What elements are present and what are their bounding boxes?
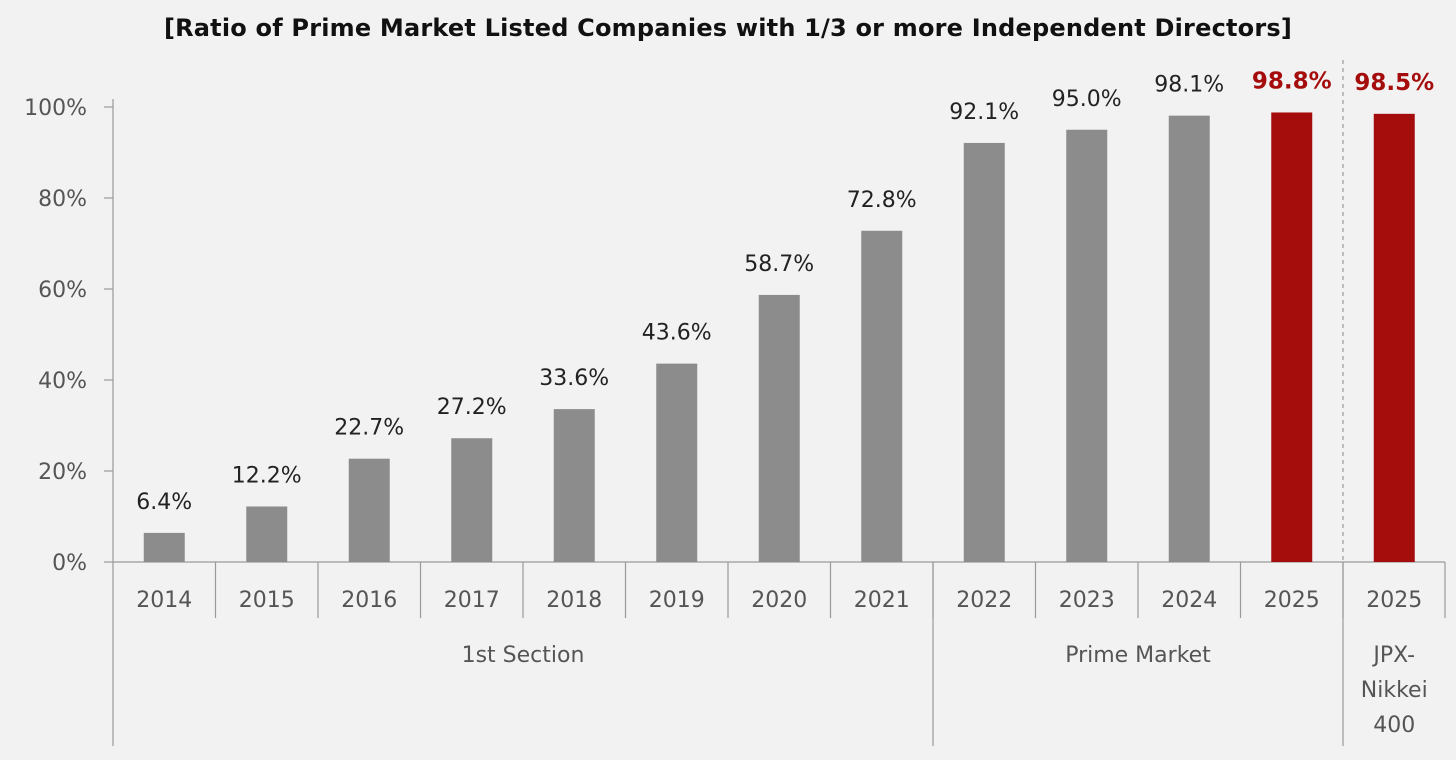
bar-value-label: 58.7% <box>744 252 814 277</box>
bar-value-label: 22.7% <box>334 416 404 441</box>
bar-2022 <box>963 142 1005 562</box>
bar-2014 <box>143 532 185 562</box>
bar-2025-highlight <box>1271 112 1313 563</box>
x-tick-label: 2022 <box>956 588 1012 613</box>
bar-value-label: 98.1% <box>1154 73 1224 98</box>
y-tick-label: 40% <box>38 369 87 394</box>
x-tick-label: 2014 <box>136 588 192 613</box>
bar-value-label: 6.4% <box>136 490 192 515</box>
bar-value-label: 43.6% <box>642 321 712 346</box>
y-tick-label: 80% <box>38 187 87 212</box>
group-label: 400 <box>1373 713 1415 738</box>
x-tick-label: 2025 <box>1264 588 1320 613</box>
y-tick-label: 100% <box>24 96 87 121</box>
x-tick-label: 2020 <box>751 588 807 613</box>
y-tick-label: 60% <box>38 278 87 303</box>
bar-value-label: 98.5% <box>1354 70 1434 96</box>
y-tick-label: 0% <box>52 551 87 576</box>
bar-value-label: 72.8% <box>847 188 917 213</box>
x-tick-label: 2018 <box>546 588 602 613</box>
x-tick-label: 2019 <box>649 588 705 613</box>
group-label: Nikkei <box>1361 678 1428 703</box>
bar-value-label: 98.8% <box>1252 68 1332 94</box>
group-label: JPX- <box>1371 643 1415 668</box>
bar-2018 <box>553 409 595 562</box>
x-tick-label: 2023 <box>1059 588 1115 613</box>
bar-2021 <box>861 230 903 562</box>
group-label: 1st Section <box>462 643 585 668</box>
bar-value-label: 92.1% <box>949 100 1019 125</box>
bar-2023 <box>1066 129 1108 562</box>
x-tick-label: 2024 <box>1161 588 1217 613</box>
bar-2015 <box>246 506 288 562</box>
bar-2017 <box>451 438 493 562</box>
chart-title: [Ratio of Prime Market Listed Companies … <box>163 14 1293 42</box>
x-tick-label: 2025 <box>1366 588 1422 613</box>
x-tick-label: 2017 <box>444 588 500 613</box>
bar-2024 <box>1168 115 1210 563</box>
bar-2020 <box>758 294 800 562</box>
bar-2019 <box>656 363 698 562</box>
bar-value-label: 33.6% <box>539 366 609 391</box>
x-tick-label: 2021 <box>854 588 910 613</box>
x-tick-label: 2016 <box>341 588 397 613</box>
x-tick-label: 2015 <box>239 588 295 613</box>
bar-value-label: 27.2% <box>437 395 507 420</box>
group-label: Prime Market <box>1065 643 1211 668</box>
y-tick-label: 20% <box>38 460 87 485</box>
bar-2025-highlight <box>1373 113 1415 562</box>
bar-2016 <box>348 458 390 562</box>
bar-value-label: 95.0% <box>1052 87 1122 112</box>
bar-value-label: 12.2% <box>232 463 302 488</box>
